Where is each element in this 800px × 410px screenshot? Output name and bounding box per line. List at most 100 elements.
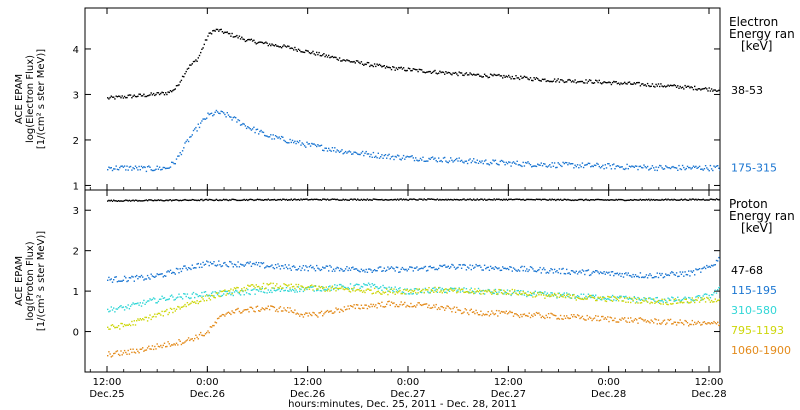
data-point bbox=[251, 263, 254, 265]
data-point bbox=[236, 266, 238, 268]
data-point bbox=[277, 198, 279, 201]
data-point bbox=[367, 305, 370, 307]
data-point bbox=[163, 200, 166, 202]
data-point bbox=[136, 167, 138, 169]
data-point bbox=[294, 291, 296, 293]
data-point bbox=[332, 312, 335, 314]
data-point bbox=[529, 266, 532, 268]
data-point bbox=[430, 289, 433, 291]
data-point bbox=[131, 199, 133, 202]
data-point bbox=[306, 288, 308, 291]
data-point bbox=[488, 315, 491, 317]
data-point bbox=[421, 198, 423, 200]
data-point bbox=[254, 199, 256, 201]
data-point bbox=[518, 291, 521, 293]
data-point bbox=[715, 198, 718, 200]
data-point bbox=[581, 269, 584, 271]
data-point bbox=[643, 276, 645, 279]
data-point bbox=[568, 78, 570, 81]
data-point bbox=[500, 269, 503, 271]
data-point bbox=[128, 308, 131, 310]
data-point bbox=[533, 77, 535, 79]
xtick-date-label: Dec.26 bbox=[290, 389, 325, 400]
data-point bbox=[615, 299, 617, 302]
data-point bbox=[309, 52, 312, 55]
electron-ytick-label: 1 bbox=[73, 181, 79, 192]
data-point bbox=[296, 269, 298, 271]
data-point bbox=[457, 199, 459, 201]
data-point bbox=[401, 291, 404, 293]
data-point bbox=[617, 296, 620, 299]
data-point bbox=[709, 323, 712, 325]
data-point bbox=[383, 199, 385, 201]
data-point bbox=[602, 296, 604, 299]
data-point bbox=[619, 198, 621, 201]
data-point bbox=[416, 266, 418, 268]
data-point bbox=[259, 287, 261, 289]
data-point bbox=[358, 270, 360, 272]
data-point bbox=[346, 152, 348, 154]
data-point bbox=[212, 324, 214, 327]
data-point bbox=[172, 161, 174, 164]
data-point bbox=[644, 297, 646, 300]
data-point bbox=[444, 291, 446, 294]
data-point bbox=[632, 299, 634, 302]
data-point bbox=[473, 198, 475, 200]
data-point bbox=[388, 268, 390, 270]
data-point bbox=[441, 265, 443, 268]
data-point bbox=[605, 298, 608, 300]
data-point bbox=[721, 297, 722, 298]
data-point bbox=[504, 291, 506, 293]
data-point bbox=[707, 168, 709, 171]
electron-ylabel: ACE EPAM log(Electron Flux) [1/(cm² s ster… bbox=[14, 49, 47, 149]
data-point bbox=[588, 295, 591, 298]
data-point bbox=[634, 318, 637, 320]
data-point bbox=[179, 81, 181, 83]
data-point bbox=[666, 166, 668, 168]
data-point bbox=[702, 169, 704, 171]
data-point bbox=[186, 302, 189, 304]
data-point bbox=[580, 198, 582, 201]
data-point bbox=[469, 309, 471, 312]
data-point bbox=[646, 199, 649, 201]
data-point bbox=[318, 51, 320, 54]
data-point bbox=[158, 298, 161, 300]
data-point bbox=[696, 269, 698, 271]
data-point bbox=[295, 313, 297, 315]
data-point bbox=[378, 157, 381, 159]
data-point bbox=[221, 313, 224, 316]
data-point bbox=[608, 298, 610, 300]
data-point bbox=[563, 315, 565, 317]
data-point bbox=[418, 198, 420, 200]
data-point bbox=[668, 298, 671, 300]
data-point bbox=[533, 165, 535, 167]
data-point bbox=[515, 198, 517, 200]
data-point bbox=[417, 292, 419, 294]
data-point bbox=[194, 128, 196, 130]
data-point bbox=[177, 199, 179, 201]
data-point bbox=[196, 293, 198, 296]
data-point bbox=[564, 296, 567, 299]
data-point bbox=[337, 308, 340, 310]
data-point bbox=[254, 131, 256, 134]
data-point bbox=[646, 165, 649, 168]
data-point bbox=[464, 199, 466, 201]
data-point bbox=[282, 310, 284, 312]
data-point bbox=[669, 272, 672, 274]
data-point bbox=[728, 322, 729, 323]
data-point bbox=[471, 74, 474, 76]
data-point bbox=[144, 199, 146, 202]
data-point bbox=[417, 302, 419, 304]
data-point bbox=[224, 31, 226, 33]
data-point bbox=[145, 316, 148, 319]
data-point bbox=[133, 200, 135, 202]
data-point bbox=[243, 38, 245, 41]
data-point bbox=[232, 198, 234, 201]
data-point bbox=[127, 324, 129, 326]
data-point bbox=[375, 292, 377, 294]
data-point bbox=[621, 273, 623, 275]
data-point bbox=[318, 145, 320, 147]
data-point bbox=[587, 199, 590, 201]
data-point bbox=[280, 287, 283, 289]
data-point bbox=[388, 286, 390, 288]
